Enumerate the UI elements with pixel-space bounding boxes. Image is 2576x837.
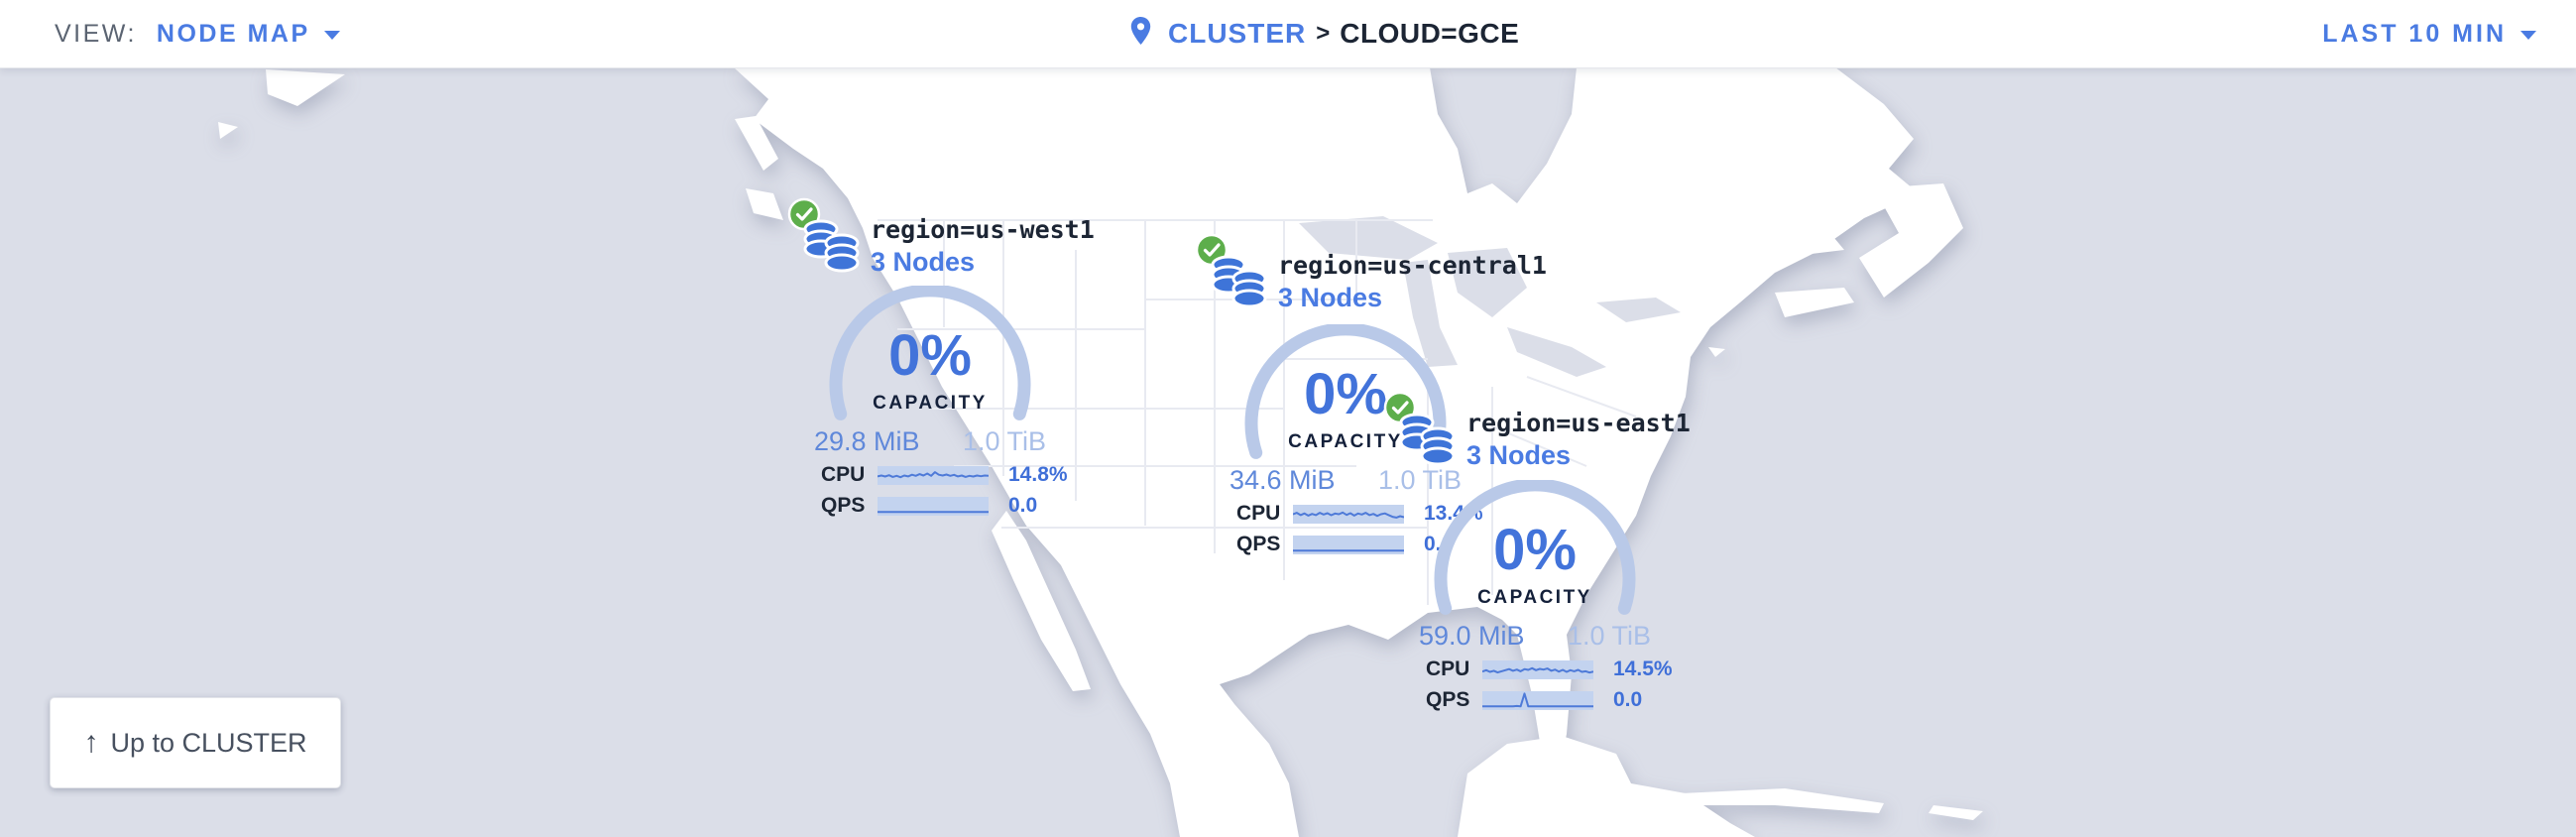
cpu-sparkline bbox=[1293, 504, 1404, 524]
capacity-percent: 0% bbox=[1493, 518, 1577, 582]
node-map-canvas: 0% CAPACITY 29.8 MiB 1.0 TiB CPU 14.8% Q… bbox=[0, 67, 2576, 837]
up-to-cluster-label: Up to CLUSTER bbox=[110, 727, 307, 758]
lake-huron bbox=[1448, 248, 1527, 317]
region-node-count[interactable]: 3 Nodes bbox=[1466, 440, 1572, 470]
qps-sparkline bbox=[1293, 535, 1404, 554]
up-arrow-icon: ↑ bbox=[83, 726, 99, 759]
time-range-dropdown[interactable]: LAST 10 MIN bbox=[2322, 19, 2507, 48]
breadcrumb-separator: > bbox=[1316, 20, 1331, 47]
lake-superior bbox=[1299, 216, 1438, 260]
up-to-cluster-button[interactable]: ↑ Up to CLUSTER bbox=[50, 697, 341, 788]
cpu-label: CPU bbox=[1426, 658, 1470, 680]
qps-value: 0.0 bbox=[1008, 494, 1038, 517]
region-node-count[interactable]: 3 Nodes bbox=[871, 247, 976, 277]
breadcrumb: CLUSTER > CLOUD=GCE bbox=[1127, 0, 1519, 67]
qps-value: 0.0 bbox=[1613, 688, 1643, 711]
capacity-used: 29.8 MiB bbox=[814, 426, 920, 456]
cpu-label: CPU bbox=[1236, 502, 1281, 525]
cpu-sparkline bbox=[878, 465, 989, 485]
capacity-label: CAPACITY bbox=[1477, 587, 1592, 608]
chevron-down-icon[interactable] bbox=[323, 31, 340, 40]
capacity-gauge-us-east1[interactable]: 0% CAPACITY 59.0 MiB 1.0 TiB CPU 14.5% Q… bbox=[1411, 475, 1673, 723]
continent-landmass bbox=[734, 67, 1919, 837]
cpu-sparkline bbox=[1482, 659, 1593, 679]
cpu-value: 14.5% bbox=[1613, 658, 1673, 680]
capacity-total: 1.0 TiB bbox=[1567, 621, 1651, 651]
qps-label: QPS bbox=[821, 494, 866, 517]
capacity-total: 1.0 TiB bbox=[1377, 465, 1462, 495]
capacity-used: 59.0 MiB bbox=[1419, 621, 1525, 651]
capacity-arc bbox=[1434, 480, 1636, 615]
view-dropdown[interactable]: NODE MAP bbox=[156, 19, 310, 48]
north-america-map bbox=[218, 67, 1983, 837]
lake-ontario bbox=[1596, 298, 1681, 322]
capacity-label: CAPACITY bbox=[873, 393, 988, 414]
breadcrumb-cluster-link[interactable]: CLUSTER bbox=[1168, 18, 1307, 49]
capacity-total: 1.0 TiB bbox=[962, 426, 1046, 456]
view-label: VIEW: bbox=[55, 19, 137, 48]
lake-michigan bbox=[1403, 260, 1458, 367]
header-bar: VIEW: NODE MAP CLUSTER > CLOUD=GCE LAST … bbox=[0, 0, 2576, 68]
database-stack-icon bbox=[1211, 255, 1267, 308]
region-name: region=us-west1 bbox=[871, 215, 1095, 244]
cpu-label: CPU bbox=[821, 463, 866, 486]
capacity-gauge-us-west1[interactable]: 0% CAPACITY 29.8 MiB 1.0 TiB CPU 14.8% Q… bbox=[806, 281, 1068, 529]
qps-label: QPS bbox=[1236, 533, 1281, 555]
capacity-used: 34.6 MiB bbox=[1229, 465, 1336, 495]
database-stack-icon bbox=[803, 219, 860, 273]
lake-erie bbox=[1507, 327, 1606, 377]
region-node-count[interactable]: 3 Nodes bbox=[1278, 283, 1383, 312]
capacity-gauge-us-central1[interactable]: 0% CAPACITY 34.6 MiB 1.0 TiB CPU 13.4% Q… bbox=[1222, 319, 1483, 567]
capacity-percent: 0% bbox=[888, 323, 972, 388]
database-stack-icon bbox=[1399, 413, 1456, 466]
qps-label: QPS bbox=[1426, 688, 1470, 711]
capacity-label: CAPACITY bbox=[1288, 431, 1403, 452]
qps-sparkline bbox=[878, 496, 989, 516]
cpu-value: 14.8% bbox=[1008, 463, 1068, 486]
chevron-down-icon[interactable] bbox=[2520, 31, 2536, 40]
qps-sparkline bbox=[1482, 690, 1593, 710]
capacity-arc bbox=[829, 286, 1031, 420]
location-pin-icon bbox=[1130, 17, 1151, 45]
breadcrumb-current: CLOUD=GCE bbox=[1340, 18, 1520, 49]
capacity-percent: 0% bbox=[1304, 362, 1387, 426]
region-name: region=us-east1 bbox=[1466, 409, 1691, 437]
region-name: region=us-central1 bbox=[1278, 251, 1547, 280]
capacity-arc bbox=[1244, 324, 1447, 459]
